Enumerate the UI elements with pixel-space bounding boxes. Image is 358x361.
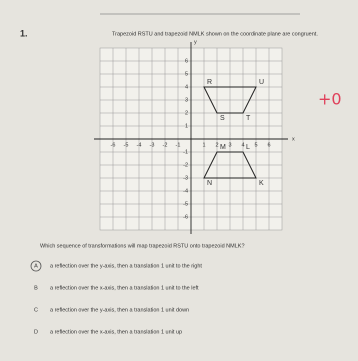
selected-circle — [30, 260, 42, 272]
y-tick-label: 2 — [185, 110, 188, 116]
option-letter: A — [34, 263, 38, 269]
y-tick-label: -2 — [183, 162, 188, 168]
y-tick-label: -1 — [183, 149, 188, 155]
x-tick-label: -5 — [124, 142, 129, 148]
option-text: a reflection over the x-axis, then a tra… — [50, 329, 182, 335]
option-text: a reflection over the y-axis, then a tra… — [50, 307, 189, 313]
x-axis-label: x — [292, 136, 295, 142]
option-text: a reflection over the x-axis, then a tra… — [50, 285, 199, 291]
y-tick-label: 5 — [185, 71, 188, 77]
option-letter: D — [34, 329, 38, 335]
x-tick-label: 2 — [215, 142, 218, 148]
vertex-label: L — [246, 144, 250, 151]
x-tick-label: -1 — [176, 142, 181, 148]
x-tick-label: -6 — [111, 142, 116, 148]
option-letter: C — [34, 307, 38, 313]
y-tick-label: 6 — [185, 58, 188, 64]
vertex-label: T — [246, 115, 251, 122]
x-tick-label: 6 — [267, 142, 270, 148]
y-tick-label: -6 — [183, 214, 188, 220]
y-tick-label: 1 — [185, 123, 188, 129]
option-letter: B — [34, 285, 38, 291]
y-axis-label: y — [194, 39, 197, 45]
vertex-label: M — [220, 144, 226, 151]
y-tick-label: 4 — [185, 84, 188, 90]
x-tick-label: -4 — [137, 142, 142, 148]
x-tick-label: -2 — [163, 142, 168, 148]
trapezoid — [203, 86, 257, 114]
vertex-label: K — [259, 180, 264, 187]
y-tick-label: -5 — [183, 201, 188, 207]
question-number: 1. — [20, 28, 28, 38]
intro: Trapezoid RSTU and trapezoid NMLK shown … — [112, 31, 318, 37]
x-tick-label: 5 — [254, 142, 257, 148]
vertex-label: S — [220, 115, 225, 122]
question: Which sequence of transformations will m… — [40, 243, 245, 249]
graph: -6 -5 -4 -3 -2 -1 1 2 3 4 5 6 -6 -5 -4 -3 -2 -1 1 2 3 4 5 6 x y R S… — [94, 39, 295, 234]
y-tick-label: -3 — [183, 175, 188, 181]
option-text: a reflection over the y-axis, then a tra… — [50, 263, 202, 269]
vertex-label: U — [259, 79, 264, 86]
x-tick-label: -3 — [150, 142, 155, 148]
vertex-label: N — [207, 180, 212, 187]
y-tick-label: 3 — [185, 97, 188, 103]
vertex-label: R — [207, 79, 212, 86]
trapezoid — [203, 151, 257, 179]
score: +0 — [318, 90, 342, 109]
x-tick-label: 3 — [228, 142, 231, 148]
x-tick-label: 4 — [241, 142, 244, 148]
x-tick-label: 1 — [202, 142, 205, 148]
y-tick-label: -4 — [183, 188, 188, 194]
